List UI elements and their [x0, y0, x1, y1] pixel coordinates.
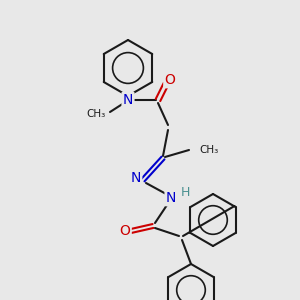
Text: N: N [166, 191, 176, 205]
Text: H: H [180, 185, 190, 199]
Text: CH₃: CH₃ [199, 145, 218, 155]
Text: O: O [120, 224, 130, 238]
Text: CH₃: CH₃ [87, 109, 106, 119]
Text: O: O [165, 73, 176, 87]
Text: N: N [123, 93, 133, 107]
Text: N: N [130, 171, 141, 185]
